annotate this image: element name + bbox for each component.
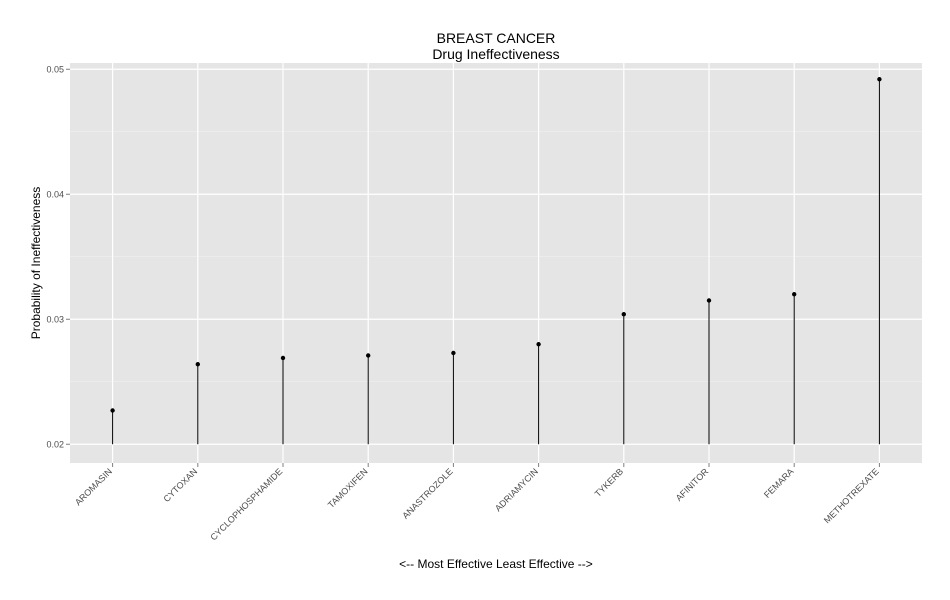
x-tick-label: TYKERB bbox=[593, 466, 626, 499]
x-tick-label: AFINITOR bbox=[674, 466, 711, 503]
data-point bbox=[110, 408, 115, 413]
data-point bbox=[195, 362, 200, 367]
x-tick-label: FEMARA bbox=[762, 466, 796, 500]
chart-title: BREAST CANCER bbox=[437, 30, 556, 46]
y-tick-label: 0.04 bbox=[46, 189, 64, 199]
y-tick-label: 0.05 bbox=[46, 64, 64, 74]
y-axis-label: Probability of Ineffectiveness bbox=[29, 187, 43, 340]
y-tick-label: 0.03 bbox=[46, 314, 64, 324]
y-axis-ticks: 0.02 0.03 0.04 0.05 bbox=[46, 64, 70, 449]
y-tick-label: 0.02 bbox=[46, 439, 64, 449]
data-point bbox=[877, 77, 882, 82]
plot-panel bbox=[70, 63, 922, 463]
chart-subtitle: Drug Ineffectiveness bbox=[432, 46, 559, 62]
data-point bbox=[366, 353, 371, 358]
x-tick-label: AROMASIN bbox=[73, 466, 114, 507]
data-marks bbox=[110, 77, 882, 445]
x-tick-label: TAMOXIFEN bbox=[326, 466, 370, 510]
data-point bbox=[536, 342, 541, 347]
data-point bbox=[280, 355, 286, 361]
x-axis-label: <-- Most Effective Least Effective --> bbox=[399, 557, 593, 571]
data-point bbox=[451, 350, 456, 356]
x-axis-ticks: AROMASIN CYTOXAN CYCLOPHOSPHAMIDE TAMOXIFEN… bbox=[73, 463, 881, 542]
data-point bbox=[792, 292, 797, 297]
x-tick-label: CYCLOPHOSPHAMIDE bbox=[208, 466, 284, 542]
x-tick-label: CYTOXAN bbox=[161, 466, 199, 504]
x-tick-label: ANASTROZOLE bbox=[400, 466, 454, 520]
data-point bbox=[621, 312, 626, 317]
data-point bbox=[706, 298, 712, 303]
x-tick-label: METHOTREXATE bbox=[822, 466, 881, 525]
x-tick-label: ADRIAMYCIN bbox=[493, 466, 540, 513]
